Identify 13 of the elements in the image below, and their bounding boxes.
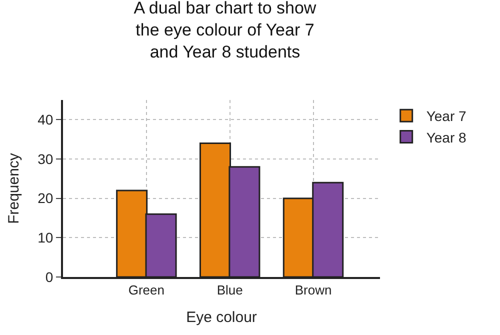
x-axis-title: Eye colour xyxy=(186,309,257,326)
x-tick-label: Green xyxy=(128,282,164,298)
legend-label: Year 7 xyxy=(426,108,467,124)
y-axis-title: Frequency xyxy=(5,152,22,224)
legend-label: Year 8 xyxy=(426,129,467,146)
y-tick-label: 30 xyxy=(38,150,54,167)
y-tick-label: 0 xyxy=(45,268,54,285)
y-tick-label: 20 xyxy=(38,190,54,206)
x-tick-label: Brown xyxy=(294,282,332,298)
y-tick-label: 40 xyxy=(38,112,54,128)
x-tick-label: Blue xyxy=(216,282,243,298)
chart-title: A dual bar chart to show the eye colour of Year 7 and Year 8 students xyxy=(134,0,317,62)
y-tick-label: 10 xyxy=(38,230,54,246)
